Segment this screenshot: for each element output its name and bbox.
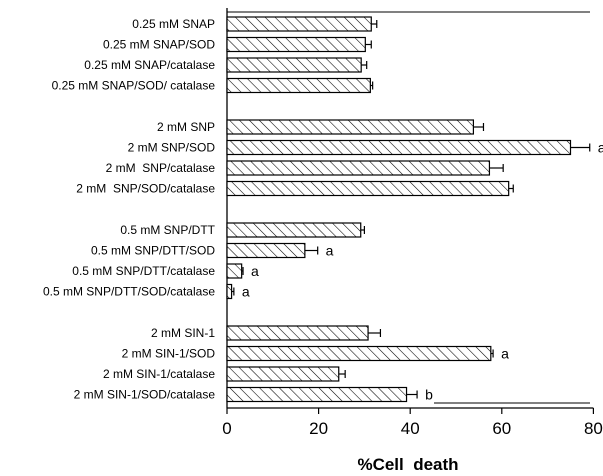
category-label: 2 mM SNP/SOD <box>128 141 216 155</box>
bar <box>226 119 475 135</box>
x-tick-label: 40 <box>401 419 420 438</box>
significance-annotation: a <box>598 140 603 156</box>
category-label: 0.5 mM SNP/DTT/SOD/catalase <box>43 285 215 299</box>
bar <box>226 57 362 73</box>
x-tick-label: 0 <box>222 419 231 438</box>
bar <box>226 345 492 362</box>
category-label: 2 mM SIN-1/SOD/catalase <box>74 388 216 402</box>
bar <box>226 36 366 53</box>
category-label: 2 mM SIN-1/catalase <box>103 367 215 381</box>
category-label: 0.5 mM SNP/DTT <box>120 223 215 237</box>
category-label: 0.5 mM SNP/DTT/SOD <box>91 244 215 258</box>
x-tick-label: 60 <box>492 419 511 438</box>
bar <box>226 366 340 382</box>
x-axis-title: %Cell death <box>357 455 458 474</box>
category-label: 0.25 mM SNAP/catalase <box>84 58 215 72</box>
category-label: 2 mM SNP/catalase <box>106 161 216 175</box>
bar <box>226 222 362 238</box>
category-label: 2 mM SIN-1/SOD <box>122 347 216 361</box>
significance-annotation: a <box>326 243 334 259</box>
bar <box>226 242 306 259</box>
category-labels: 0.25 mM SNAP 0.25 mM SNAP/SOD 0.25 mM SNAP… <box>43 17 603 403</box>
significance-annotation: a <box>501 346 509 362</box>
bar <box>226 283 233 300</box>
bar <box>226 160 491 176</box>
x-tick-label: 80 <box>584 419 603 438</box>
significance-annotation: a <box>242 284 250 300</box>
bar <box>226 325 369 341</box>
significance-annotation: a <box>251 263 259 279</box>
category-label: 2 mM SNP <box>157 120 215 134</box>
category-label: 0.25 mM SNAP <box>132 17 215 31</box>
bar <box>226 16 372 32</box>
bar <box>226 180 510 197</box>
bar <box>226 386 408 403</box>
bars <box>226 16 591 403</box>
category-label: 0.25 mM SNAP/SOD/ catalase <box>52 79 216 93</box>
bar <box>226 77 371 94</box>
category-label: 0.25 mM SNAP/SOD <box>103 38 215 52</box>
bar <box>226 139 572 156</box>
category-label: 0.5 mM SNP/DTT/catalase <box>72 264 215 278</box>
category-label: 2 mM SIN-1 <box>151 326 215 340</box>
bar <box>226 263 243 279</box>
significance-annotation: b <box>425 387 433 403</box>
axes <box>226 8 594 409</box>
x-ticks: 0 20 40 60 80 <box>222 408 603 438</box>
x-tick-label: 20 <box>309 419 328 438</box>
category-label: 2 mM SNP/SOD/catalase <box>76 182 215 196</box>
